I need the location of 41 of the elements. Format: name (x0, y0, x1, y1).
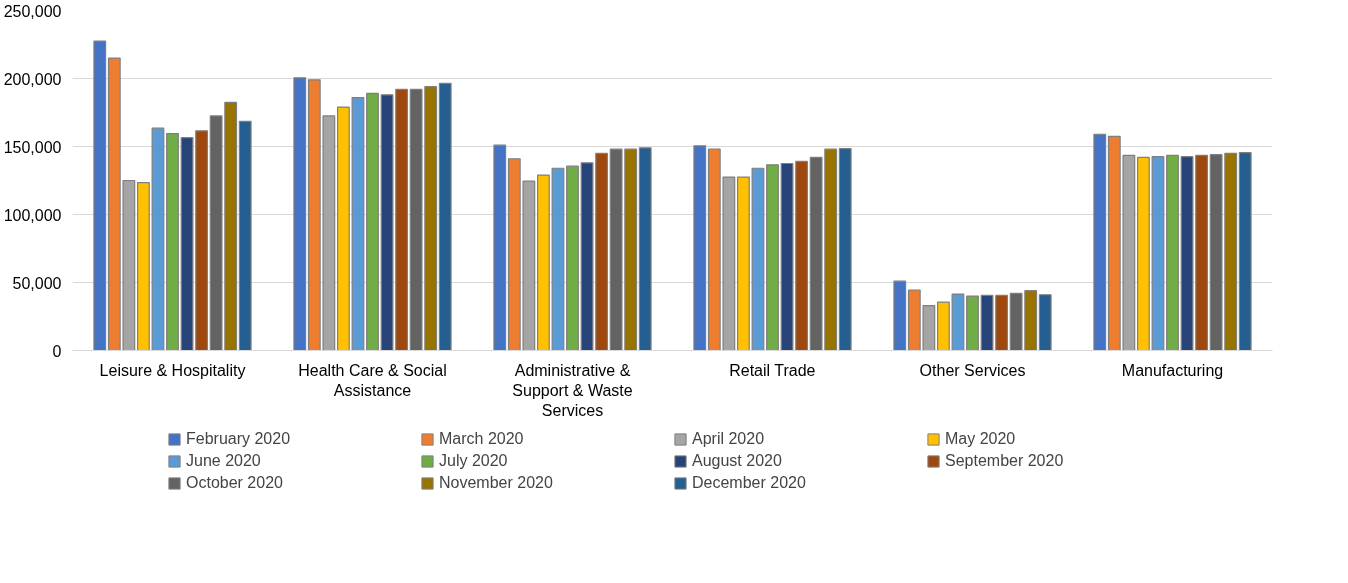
legend-label: November 2020 (439, 474, 554, 492)
x-tick-label: Other Services (919, 361, 1026, 379)
bar (238, 120, 252, 351)
bar (966, 295, 979, 351)
legend-label: April 2020 (692, 430, 766, 448)
legend-label: December 2020 (692, 474, 807, 492)
bar (166, 132, 179, 351)
legend-label: August 2020 (692, 452, 783, 470)
x-tick-label: Health Care & Social Assistance (298, 361, 447, 399)
y-tick-label: 250,000 (3, 2, 62, 20)
bar (366, 92, 379, 351)
y-tick-label: 50,000 (12, 274, 62, 292)
legend-label: March 2020 (439, 430, 525, 448)
bar (93, 40, 107, 351)
bar (1038, 294, 1052, 351)
bar (293, 77, 307, 351)
legend-label: June 2020 (186, 452, 262, 470)
x-tick-label: Leisure & Hospitality (99, 361, 246, 379)
y-tick-label: 150,000 (3, 138, 62, 156)
bar (1166, 154, 1179, 351)
bar (493, 144, 507, 351)
legend-label: February 2020 (186, 430, 292, 448)
x-tick-label: Retail Trade (729, 361, 816, 379)
bar (1238, 152, 1252, 351)
y-tick-label: 0 (52, 342, 62, 360)
bar (838, 147, 852, 351)
legend-label: May 2020 (945, 430, 1017, 448)
legend-label: October 2020 (186, 474, 284, 492)
bar (693, 145, 707, 351)
y-tick-label: 100,000 (3, 206, 62, 224)
x-tick-label: Administrative & Support & Waste Services (512, 361, 633, 420)
bar (766, 164, 779, 351)
bar (1093, 133, 1107, 351)
bar (638, 147, 652, 351)
bar (438, 82, 452, 351)
y-tick-label: 200,000 (3, 70, 62, 88)
legend-label: September 2020 (945, 452, 1065, 470)
bar (566, 165, 579, 351)
x-tick-label: Manufacturing (1121, 361, 1224, 379)
bar (893, 280, 907, 351)
legend-label: July 2020 (439, 452, 509, 470)
